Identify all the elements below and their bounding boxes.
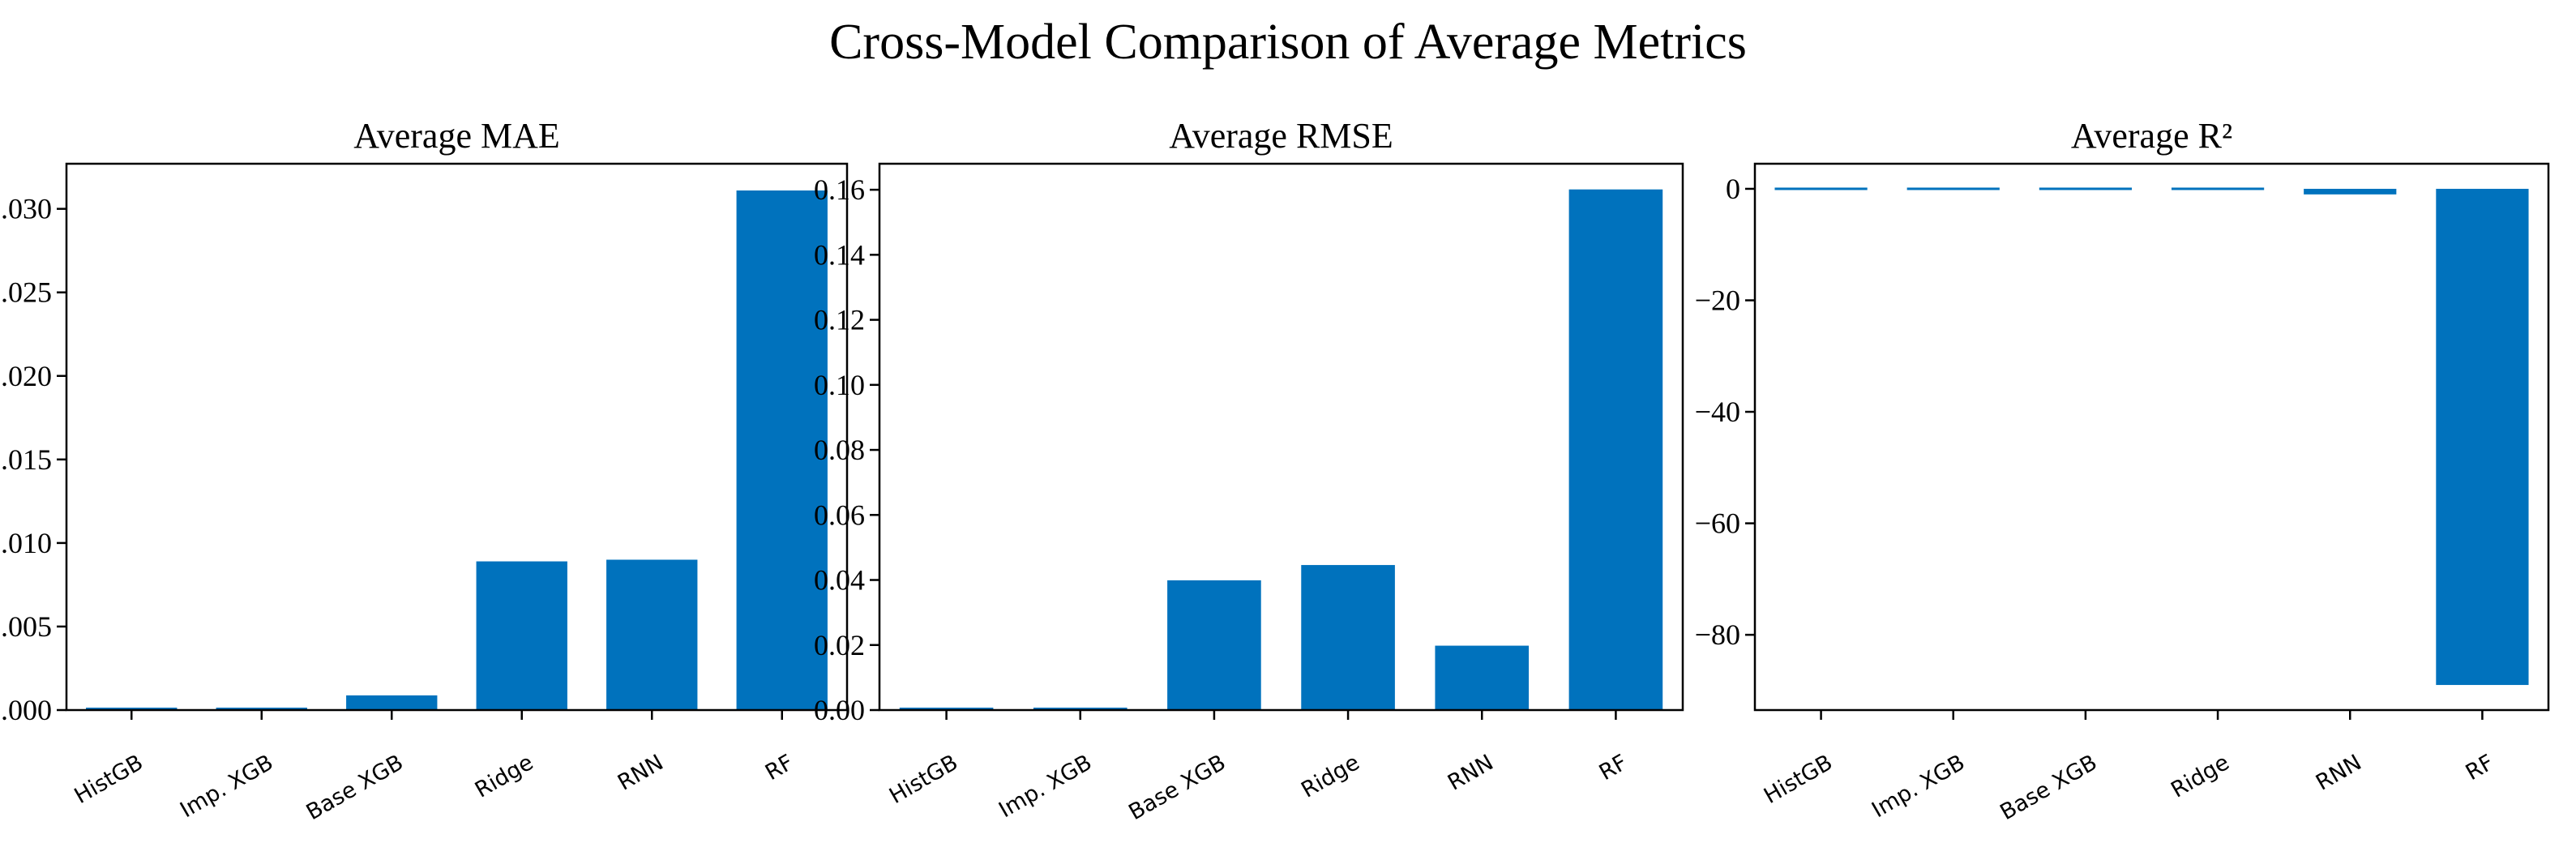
axes-frame-mae — [65, 162, 849, 712]
ytick-label-rmse: 0.08 — [814, 434, 865, 466]
ytick-label-mae: 0.030 — [0, 193, 52, 225]
bar-mae-rnn — [606, 559, 698, 710]
xtick-label-rmse: Base XGB — [1124, 750, 1230, 825]
ytick-label-mae: 0.015 — [0, 443, 52, 476]
ytick-label-r2: 0 — [1726, 173, 1740, 205]
xtick-label-mae: HistGB — [71, 750, 148, 809]
xtick-label-rmse: HistGB — [885, 750, 962, 809]
bar-rmse-rnn — [1435, 645, 1530, 710]
xtick-label-r2: Ridge — [2167, 750, 2233, 802]
xtick-label-rmse: Imp. XGB — [995, 750, 1096, 823]
panel-title-mae: Average MAE — [353, 116, 560, 156]
ytick-label-rmse: 0.16 — [814, 173, 865, 206]
bar-mae-imp-xgb — [216, 708, 307, 710]
ytick-label-rmse: 0.04 — [814, 564, 865, 597]
ytick-label-rmse: 0.06 — [814, 499, 865, 531]
xtick-label-mae: Base XGB — [302, 750, 408, 825]
ytick-label-rmse: 0.10 — [814, 369, 865, 401]
panel-r2: Average R² 0 −20 −40 −60 −80 HistGB Imp. XGB Bas… — [1695, 116, 2550, 825]
xtick-label-mae: Imp. XGB — [176, 750, 277, 823]
bar-r2-rnn — [2304, 188, 2397, 195]
ytick-label-mae: 0.010 — [0, 527, 52, 559]
panel-title-r2: Average R² — [2071, 116, 2232, 156]
xtick-label-mae: Ridge — [471, 750, 537, 802]
bar-r2-ridge — [2171, 187, 2265, 190]
xtick-label-rmse: RNN — [1444, 750, 1498, 795]
bar-mae-base-xgb — [346, 695, 438, 710]
bar-rmse-ridge — [1301, 565, 1395, 710]
bar-r2-base-xgb — [2039, 187, 2133, 190]
ytick-label-mae: 0.025 — [0, 276, 52, 309]
xtick-label-r2: HistGB — [1760, 750, 1837, 809]
xtick-label-r2: RNN — [2312, 750, 2366, 795]
bar-r2-imp-xgb — [1906, 187, 2000, 190]
panels-group: Average MAE0.0000.0050.0100.0150.0200.02… — [0, 116, 2550, 825]
bar-rmse-base-xgb — [1167, 580, 1261, 710]
ytick-label-mae: 0.000 — [0, 694, 52, 726]
bar-rmse-histgb — [899, 708, 994, 710]
ytick-label-rmse: 0.12 — [814, 304, 865, 336]
ytick-label-mae: 0.020 — [0, 360, 52, 392]
panel-title-rmse: Average RMSE — [1169, 116, 1393, 156]
axes-frame-r2 — [1753, 162, 2550, 712]
ytick-label-rmse: 0.02 — [814, 629, 865, 661]
panel-mae: Average MAE 0.000 0.005 0.010 0.015 0.020 0.02… — [0, 116, 849, 825]
bar-rmse-rf — [1568, 189, 1663, 711]
ytick-label-rmse: 0.14 — [814, 238, 865, 271]
axes-frame-rmse — [878, 162, 1684, 712]
ytick-label-r2: −60 — [1695, 507, 1740, 540]
panel-rmse: Average RMSE 0.00 0.02 0.04 0.06 0.08 0.10 0.12… — [814, 116, 1684, 825]
bar-r2-histgb — [1774, 187, 1868, 190]
ytick-label-mae: 0.005 — [0, 610, 52, 643]
ytick-label-r2: −20 — [1695, 285, 1740, 317]
xtick-label-rmse: RF — [1595, 750, 1632, 785]
bar-rmse-imp-xgb — [1033, 708, 1128, 710]
ytick-label-r2: −40 — [1695, 396, 1740, 428]
xtick-label-mae: RNN — [614, 750, 668, 795]
ytick-label-r2: −80 — [1695, 618, 1740, 651]
xtick-label-r2: RF — [2462, 750, 2498, 785]
ytick-label-rmse: 0.00 — [814, 694, 865, 726]
xtick-label-rmse: Ridge — [1297, 750, 1363, 802]
figure-title: Cross-Model Comparison of Average Metric… — [829, 15, 1747, 70]
bar-mae-histgb — [86, 708, 178, 710]
xtick-label-r2: Base XGB — [1996, 750, 2101, 825]
bar-r2-rf — [2436, 188, 2529, 686]
xtick-label-r2: Imp. XGB — [1868, 750, 1969, 823]
bar-mae-rf — [736, 190, 828, 711]
xtick-label-mae: RF — [761, 750, 798, 785]
bar-mae-ridge — [476, 561, 567, 710]
